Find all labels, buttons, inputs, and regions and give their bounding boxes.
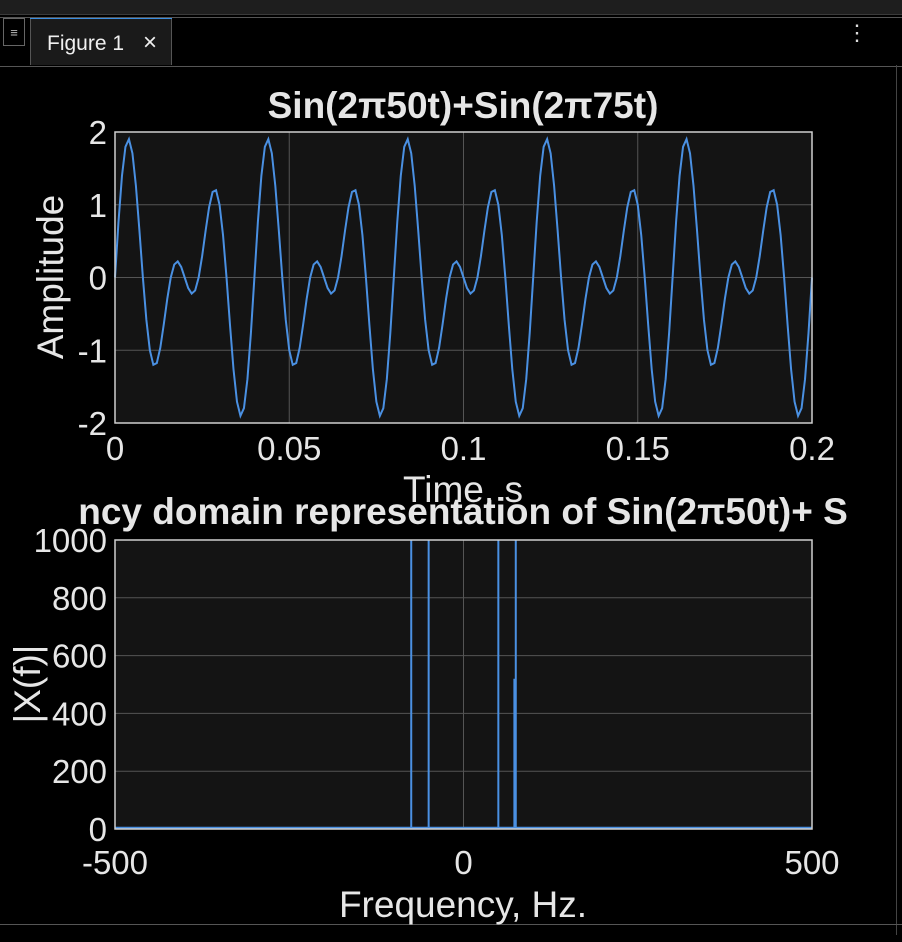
close-icon[interactable]: × — [143, 29, 158, 56]
plot-title: ncy domain representation of Sin(2π50t)+… — [78, 491, 848, 532]
spectrum-lines — [115, 540, 812, 830]
y-tick-label: 200 — [52, 753, 107, 790]
y-tick-label: -1 — [78, 332, 107, 369]
plot-title: Sin(2π50t)+Sin(2π75t) — [268, 85, 659, 126]
y-tick-label: 0 — [89, 811, 107, 848]
x-tick-label: 0 — [454, 844, 472, 881]
y-axis-label: |X(f)| — [7, 645, 48, 724]
y-tick-label: 800 — [52, 580, 107, 617]
signal-line — [114, 136, 813, 419]
y-tick-label: 2 — [89, 114, 107, 151]
x-tick-label: 0 — [106, 430, 124, 467]
tab-figure-1[interactable]: Figure 1 × — [30, 19, 172, 65]
y-tick-label: 0 — [89, 260, 107, 297]
tab-label: Figure 1 — [47, 32, 125, 55]
x-axis-label: Time, s — [403, 469, 523, 510]
x-axis-label: Frequency, Hz. — [339, 884, 587, 925]
plot-time-domain: 0 0.05 0.1 0.15 0.2 -2 -1 0 1 2 Sin(2π50t)+Sin(2π… — [30, 85, 835, 510]
y-tick-label: 600 — [52, 638, 107, 675]
menu-icon[interactable]: ≡ — [3, 18, 25, 46]
x-tick-label: 0.15 — [606, 430, 670, 467]
tick-labels: 0 0.05 0.1 0.15 0.2 -2 -1 0 1 2 — [78, 114, 835, 467]
y-tick-label: -2 — [78, 405, 107, 442]
x-tick-label: 0.2 — [789, 430, 835, 467]
panel-divider — [896, 65, 897, 935]
axes-frame — [114, 539, 813, 830]
x-tick-label: 500 — [784, 844, 839, 881]
y-tick-label: 400 — [52, 695, 107, 732]
y-tick-label: 1 — [89, 187, 107, 224]
y-tick-label: 1000 — [34, 522, 107, 559]
axes-frame — [114, 131, 813, 424]
top-toolbar — [0, 0, 902, 15]
panel-bottom-border — [0, 924, 902, 925]
x-tick-label: -500 — [82, 844, 148, 881]
x-tick-label: 0.1 — [441, 430, 487, 467]
x-tick-label: 0.05 — [257, 430, 321, 467]
y-axis-label: Amplitude — [30, 195, 71, 360]
